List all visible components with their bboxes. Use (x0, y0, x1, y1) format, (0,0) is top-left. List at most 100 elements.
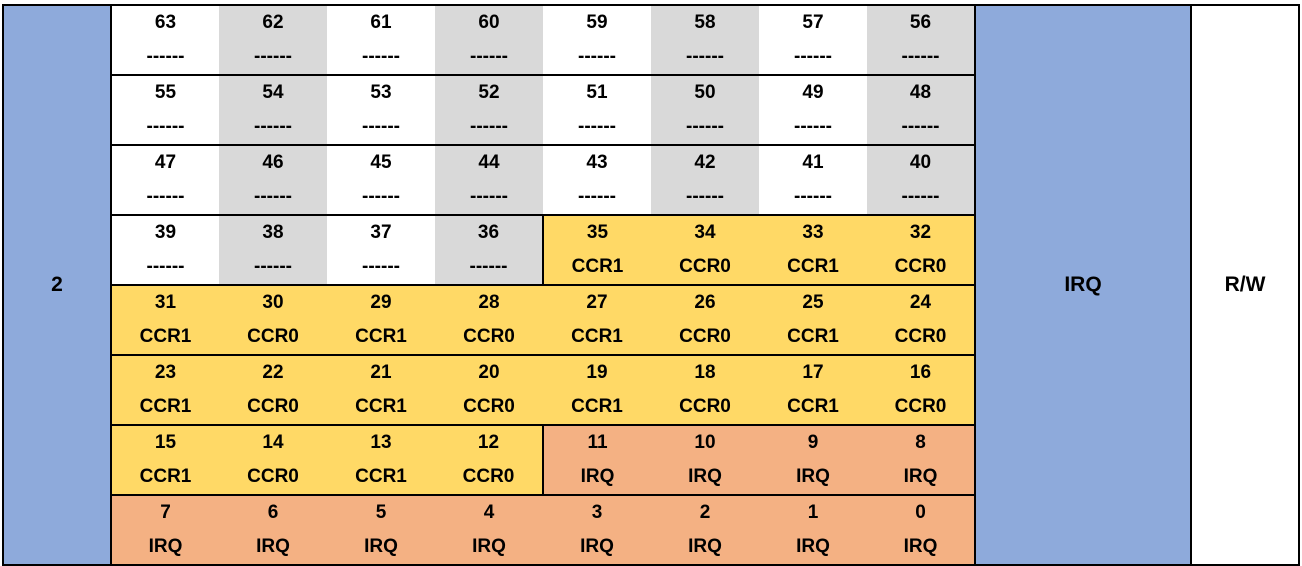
bit-label: IRQ (472, 536, 506, 557)
bit-cell: 3 IRQ (543, 494, 651, 566)
register-bit-rows: 2 63 ------ 62 ------ 61 ------ 60 ------ 59 -----… (2, 4, 1300, 566)
bit-label: IRQ (688, 466, 722, 487)
bit-cell: 21 CCR1 (327, 354, 435, 426)
bit-number: 17 (802, 362, 824, 383)
bit-label: CCR1 (787, 256, 839, 277)
bit-number: 37 (370, 222, 392, 243)
bit-cell: 54 ------ (219, 74, 327, 146)
bit-label: IRQ (364, 536, 398, 557)
bit-number: 52 (478, 82, 500, 103)
bit-number: 42 (694, 152, 716, 173)
bit-number: 25 (802, 292, 824, 313)
bit-number: 56 (909, 12, 932, 33)
bit-cell: 44 ------ (435, 144, 543, 216)
bit-number: 1 (807, 502, 819, 523)
bit-cell: 23 CCR1 (110, 354, 219, 426)
bit-number: 2 (699, 502, 711, 523)
bit-cell: 19 CCR1 (543, 354, 651, 426)
bit-cell: 62 ------ (219, 4, 327, 76)
bit-cell: 32 CCR0 (867, 214, 976, 286)
bit-label: CCR1 (355, 466, 407, 487)
bit-number: 31 (154, 292, 177, 313)
bit-number: 39 (154, 222, 177, 243)
bit-number: 38 (262, 222, 284, 243)
bit-cell: 1 IRQ (759, 494, 867, 566)
bit-label: ------ (470, 186, 508, 207)
bit-cell: 5 IRQ (327, 494, 435, 566)
bit-label: ------ (254, 116, 292, 137)
bit-label: ------ (146, 186, 185, 207)
bit-label: ------ (469, 256, 508, 277)
bit-label: CCR1 (787, 396, 839, 417)
bit-label: ------ (362, 116, 400, 137)
bit-cell: 16 CCR0 (867, 354, 976, 426)
bit-number: 27 (586, 292, 608, 313)
bit-cell: 33 CCR1 (759, 214, 867, 286)
bit-cell: 10 IRQ (651, 424, 759, 496)
bit-label: CCR1 (355, 326, 407, 347)
bit-label: ------ (578, 186, 616, 207)
bit-cell: 46 ------ (219, 144, 327, 216)
bit-cell: 45 ------ (327, 144, 435, 216)
bit-number: 63 (154, 12, 177, 33)
bit-label: IRQ (580, 466, 615, 487)
bit-label: ------ (470, 116, 508, 137)
bit-label: CCR0 (463, 326, 515, 347)
bit-cell: 37 ------ (327, 214, 435, 286)
bit-number: 45 (370, 152, 392, 173)
bit-number: 7 (160, 502, 171, 523)
bit-number: 29 (370, 292, 392, 313)
bit-cell: 18 CCR0 (651, 354, 759, 426)
bit-number: 54 (262, 82, 284, 103)
bit-cell: 51 ------ (543, 74, 651, 146)
bit-row: 2 63 ------ 62 ------ 61 ------ 60 ------ 59 -----… (2, 4, 1300, 566)
bit-cell: 43 ------ (543, 144, 651, 216)
bit-cell: 63 ------ (110, 4, 219, 76)
bit-label: ------ (794, 46, 832, 67)
bit-label: CCR1 (355, 396, 407, 417)
bit-cell: 52 ------ (435, 74, 543, 146)
bit-cell: 61 ------ (327, 4, 435, 76)
bit-label: CCR1 (571, 256, 624, 277)
bit-number: 14 (262, 432, 284, 453)
register-bit-table: 2 63 ------ 62 ------ 61 ------ 60 ------ 59 -----… (2, 4, 1300, 566)
bit-label: ------ (578, 116, 616, 137)
bit-cell: 15 CCR1 (110, 424, 219, 496)
bit-row: 55 ------ 54 ------ 53 ------ 52 ------ 51 ------… (3, 74, 1299, 146)
bit-label: IRQ (903, 536, 938, 557)
bit-number: 3 (591, 502, 603, 523)
bit-cell: 27 CCR1 (543, 284, 651, 356)
bit-label: CCR0 (247, 466, 299, 487)
bit-label: ------ (901, 46, 940, 67)
bit-label: CCR0 (679, 326, 731, 347)
bit-number: 9 (807, 432, 819, 453)
bit-cell: 39 ------ (110, 214, 219, 286)
bit-label: ------ (362, 256, 400, 277)
bit-label: ------ (146, 116, 185, 137)
bit-label: CCR1 (139, 396, 192, 417)
bit-cell: 42 ------ (651, 144, 759, 216)
bit-cell: 56 ------ (867, 4, 976, 76)
bit-label: ------ (686, 186, 724, 207)
bit-cell: 38 ------ (219, 214, 327, 286)
bit-number: 5 (375, 502, 387, 523)
bit-number: 57 (802, 12, 824, 33)
bit-cell: 9 IRQ (759, 424, 867, 496)
bit-label: CCR0 (894, 256, 947, 277)
bit-number: 10 (694, 432, 716, 453)
bit-number: 59 (586, 12, 608, 33)
bit-label: CCR0 (679, 396, 731, 417)
bit-label: ------ (901, 186, 940, 207)
bit-row: 47 ------ 46 ------ 45 ------ 44 ------ 43 ------… (3, 144, 1299, 216)
bit-row: 31 CCR1 30 CCR0 29 CCR1 28 CCR0 27 CCR1 26 CCR0 25 CC… (3, 284, 1299, 356)
bit-cell: 58 ------ (651, 4, 759, 76)
bit-cell: 59 ------ (543, 4, 651, 76)
bit-label: IRQ (256, 536, 290, 557)
register-type-cell: IRQ (974, 4, 1192, 566)
bit-label: IRQ (796, 536, 830, 557)
bit-label: IRQ (903, 466, 938, 487)
bit-label: ------ (254, 46, 292, 67)
bit-cell: 28 CCR0 (435, 284, 543, 356)
bit-number: 13 (370, 432, 392, 453)
bit-cell: 57 ------ (759, 4, 867, 76)
